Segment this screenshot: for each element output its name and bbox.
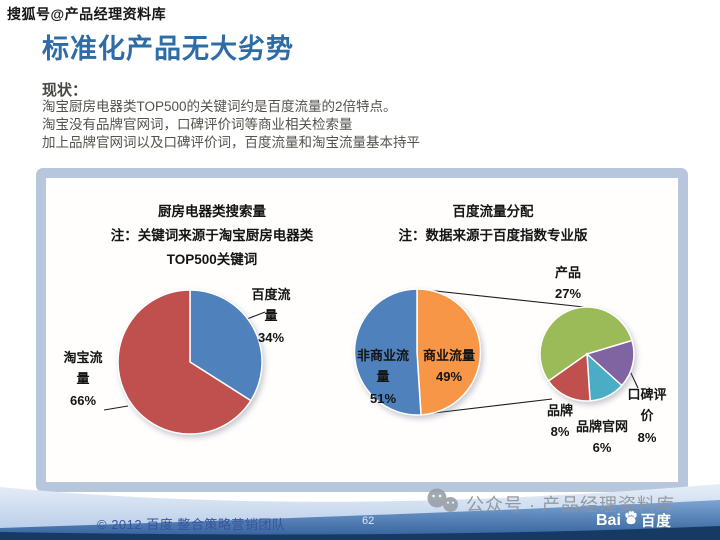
- label-baidu-traffic-value: 34%: [257, 329, 285, 345]
- label-commercial: 商业流量 49%: [420, 345, 478, 388]
- label-product: 产品 27%: [545, 262, 591, 305]
- baidu-logo-text-du: 百度: [640, 514, 672, 530]
- label-taobao-traffic: 淘宝流量 66%: [60, 347, 106, 411]
- baidu-logo-text-bai: Bai: [596, 511, 621, 529]
- label-baidu-traffic: 百度流量 34%: [248, 284, 294, 348]
- label-brand-site: 品牌官网 6%: [570, 416, 634, 459]
- label-koubei-name: 口碑评价: [627, 387, 667, 424]
- footer-waves: [0, 484, 720, 540]
- label-noncommercial: 非商业流量 51%: [355, 345, 411, 409]
- pie-baidu-distribution: [353, 288, 482, 416]
- label-noncommercial-value: 51%: [369, 390, 397, 406]
- label-baidu-traffic-name: 百度流量: [251, 287, 291, 324]
- label-brand-site-value: 6%: [592, 440, 612, 456]
- left-chart-note-2: TOP500关键词: [166, 252, 258, 267]
- label-brand-site-name: 品牌官网: [575, 419, 628, 434]
- pie-slice: [547, 352, 591, 402]
- baidu-logo: Bai 百度: [596, 510, 672, 531]
- wave-medium: [0, 500, 720, 540]
- pie-slice: [585, 339, 635, 387]
- wechat-icon: [425, 488, 461, 520]
- label-brand: 品牌 8%: [540, 400, 580, 443]
- pie-slice: [539, 306, 633, 383]
- leader-line-baidu: [246, 311, 266, 320]
- copyright-text: © 2012 百度 整合策略营销团队: [97, 517, 286, 532]
- pie-slice: [416, 288, 482, 416]
- label-product-name: 产品: [554, 265, 581, 280]
- label-brand-name: 品牌: [546, 403, 573, 418]
- pie-slice: [353, 288, 422, 416]
- charts-canvas: [103, 288, 639, 435]
- status-line-3: 加上品牌官网词以及口碑评价词，百度流量和淘宝流量基本持平: [42, 135, 420, 150]
- label-koubei: 口碑评价 8%: [625, 384, 669, 448]
- left-chart-title: 厨房电器类搜索量: [158, 204, 266, 219]
- label-taobao-traffic-value: 66%: [69, 392, 97, 408]
- label-brand-value: 8%: [550, 424, 570, 440]
- right-chart-title: 百度流量分配: [452, 204, 534, 219]
- baidu-paw-icon: [623, 510, 639, 531]
- status-heading: 现状：: [42, 82, 88, 99]
- left-chart-note-1: 注：关键词来源于淘宝厨房电器类: [110, 228, 314, 243]
- status-line-2: 淘宝没有品牌官网词，口碑评价词等商业相关检索量: [42, 117, 353, 132]
- bottom-watermark-text: 公众号 · 产品经理资料库: [466, 495, 675, 515]
- page-title: 标准化产品无大劣势: [42, 34, 294, 64]
- wave-navy: [0, 526, 720, 540]
- label-taobao-traffic-name: 淘宝流量: [63, 350, 103, 387]
- label-commercial-value: 49%: [435, 369, 463, 385]
- page-number: 62: [362, 515, 375, 527]
- status-text: 淘宝厨房电器类TOP500的关键词约是百度流量的2倍特点。 淘宝没有品牌官网词，…: [42, 98, 420, 152]
- status-line-1: 淘宝厨房电器类TOP500的关键词约是百度流量的2倍特点。: [42, 99, 397, 114]
- connector-line-bottom: [416, 398, 553, 416]
- label-noncommercial-name: 非商业流量: [356, 348, 409, 385]
- right-chart-note: 注：数据来源于百度指数专业版: [398, 228, 588, 243]
- label-koubei-value: 8%: [637, 429, 657, 445]
- label-product-value: 27%: [554, 286, 582, 302]
- label-commercial-name: 商业流量: [422, 348, 475, 363]
- pie-search-volume: [117, 289, 263, 435]
- connector-line-top: [416, 288, 585, 308]
- pie-commercial-detail: [539, 306, 635, 402]
- leader-line-taobao: [103, 405, 129, 411]
- pie-slice: [117, 289, 252, 435]
- bottom-watermark: 公众号 · 产品经理资料库: [425, 488, 675, 520]
- top-watermark: 搜狐号@产品经理资料库: [7, 6, 167, 22]
